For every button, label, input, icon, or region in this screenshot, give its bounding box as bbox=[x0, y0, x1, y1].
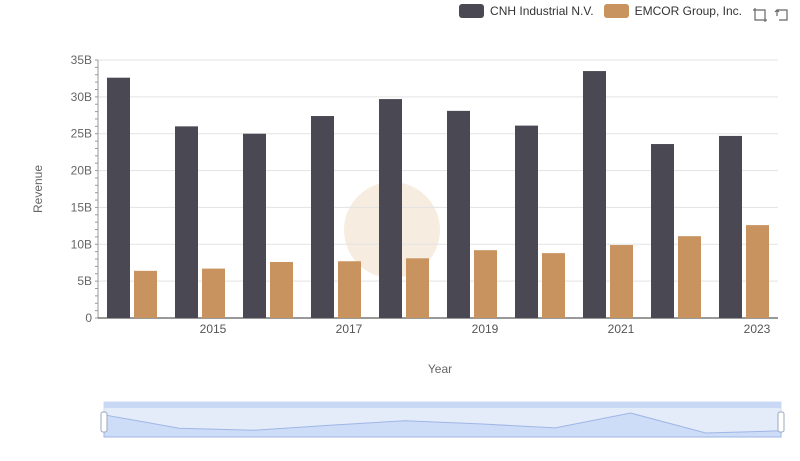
y-tick-label: 25B bbox=[71, 127, 92, 141]
legend-swatch-cnh bbox=[459, 4, 485, 18]
bar-cnh-2021 bbox=[583, 71, 606, 318]
legend-item-cnh[interactable]: CNH Industrial N.V. bbox=[459, 4, 594, 18]
bar-emcor-2018 bbox=[406, 258, 429, 318]
bar-emcor-2015 bbox=[202, 268, 225, 318]
zoom-handle-right[interactable] bbox=[777, 411, 785, 433]
bar-cnh-2015 bbox=[175, 126, 198, 318]
bar-emcor-2023 bbox=[746, 225, 769, 318]
y-tick-label: 15B bbox=[71, 200, 92, 214]
legend-swatch-emcor bbox=[603, 4, 629, 18]
bar-cnh-2022 bbox=[651, 144, 674, 318]
bar-emcor-2021 bbox=[610, 245, 633, 318]
legend-item-emcor[interactable]: EMCOR Group, Inc. bbox=[603, 4, 742, 18]
bar-cnh-2023 bbox=[719, 135, 742, 318]
zoom-slider-top-bar bbox=[104, 402, 781, 408]
toolbox bbox=[752, 7, 790, 23]
bar-emcor-2014 bbox=[134, 270, 157, 318]
bar-emcor-2022 bbox=[678, 236, 701, 318]
y-tick-label: 30B bbox=[71, 90, 92, 104]
bar-emcor-2016 bbox=[270, 261, 293, 318]
legend: CNH Industrial N.V. EMCOR Group, Inc. bbox=[459, 4, 742, 18]
bar-cnh-2018 bbox=[379, 99, 402, 318]
bar-cnh-2020 bbox=[515, 125, 538, 318]
bar-cnh-2019 bbox=[447, 110, 470, 318]
bar-emcor-2019 bbox=[474, 250, 497, 318]
zoom-handle-left[interactable] bbox=[100, 411, 108, 433]
x-tick-label: 2021 bbox=[608, 322, 635, 336]
bar-cnh-2014 bbox=[107, 77, 130, 318]
legend-label-cnh: CNH Industrial N.V. bbox=[490, 4, 594, 18]
x-tick-label: 2017 bbox=[336, 322, 363, 336]
bar-cnh-2016 bbox=[243, 133, 266, 318]
y-axis-label: Revenue bbox=[31, 164, 45, 214]
y-tick-label: 0 bbox=[85, 311, 92, 325]
y-tick-label: 10B bbox=[71, 237, 92, 251]
restore-icon[interactable] bbox=[774, 7, 790, 23]
zoom-icon[interactable] bbox=[752, 7, 768, 23]
bar-emcor-2020 bbox=[542, 253, 565, 318]
y-tick-label: 20B bbox=[71, 164, 92, 178]
legend-label-emcor: EMCOR Group, Inc. bbox=[634, 4, 742, 18]
x-tick-label: 2019 bbox=[472, 322, 499, 336]
y-tick-label: 35B bbox=[71, 53, 92, 67]
bar-cnh-2017 bbox=[311, 116, 334, 318]
x-axis-label: Year bbox=[427, 362, 453, 376]
x-tick-label: 2023 bbox=[744, 322, 771, 336]
y-tick-label: 5B bbox=[77, 274, 92, 288]
x-tick-label: 2015 bbox=[200, 322, 227, 336]
bar-emcor-2017 bbox=[338, 261, 361, 318]
